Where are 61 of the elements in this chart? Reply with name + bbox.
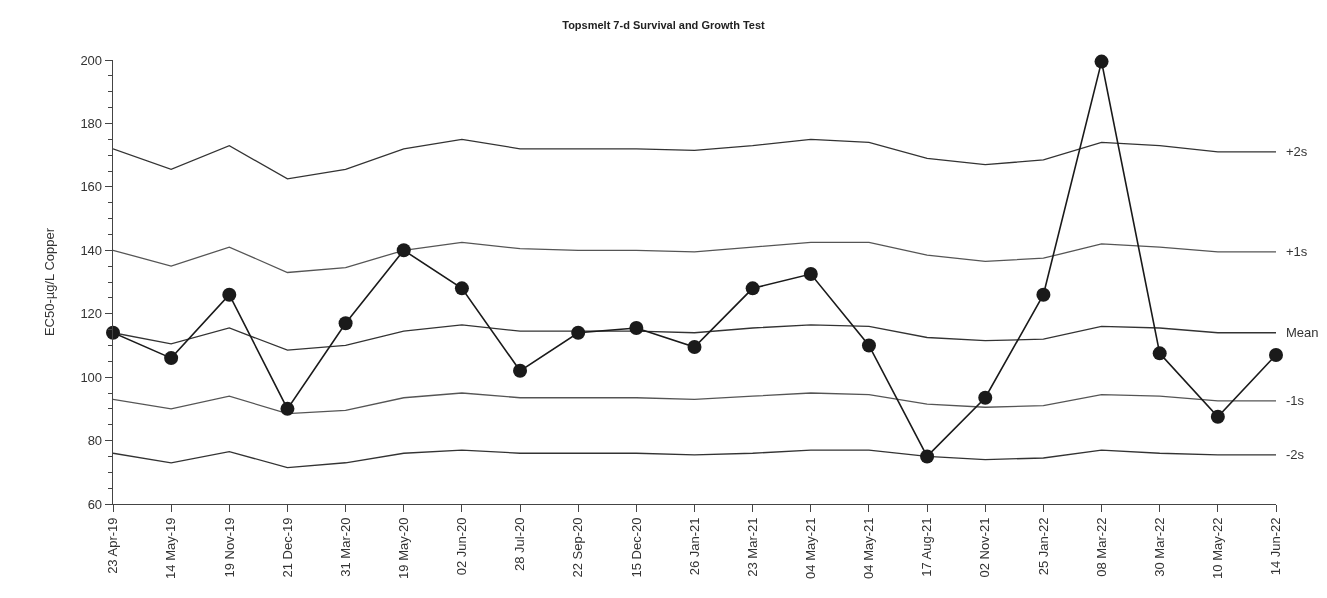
x-tick-label: 19 May-20 [395,517,411,579]
x-tick-label: 28 Jul-20 [512,517,528,571]
series-label: +1s [1286,244,1308,259]
y-tick-label: 100 [80,369,103,385]
point [1269,347,1283,362]
point [1094,54,1109,69]
point [106,325,120,340]
x-tick-label: 15 Dec-20 [628,517,644,578]
point [164,351,179,366]
series-label: +2s [1286,144,1308,159]
y-axis-title: EC50-µg/L Copper [42,227,58,337]
x-tick-label: 22 Sep-20 [570,517,586,578]
point [629,320,644,335]
point [1210,409,1225,424]
x-tick-label: 14 May-19 [163,517,179,579]
x-tick-label: 04 May-21 [861,517,877,579]
point [222,287,237,302]
x-tick-label: 21 Dec-19 [279,517,295,578]
series-label: -2s [1286,447,1305,462]
x-tick-label: 04 May-21 [803,517,819,579]
x-tick-label: 23 Apr-19 [105,517,121,574]
x-tick-label: 23 Mar-21 [744,517,760,577]
line-series [113,449,1276,469]
x-tick-label: 25 Jan-22 [1035,517,1051,576]
point [1036,287,1051,302]
x-tick-label: 02 Nov-21 [977,517,993,578]
x-tick-label: 30 Mar-22 [1151,517,1167,577]
line-series [113,241,1276,274]
point [1152,346,1167,361]
point [280,401,295,416]
point [513,363,528,378]
series-label: Mean [1286,325,1319,340]
x-tick-label: 17 Aug-21 [919,517,935,577]
y-tick-label: 140 [80,242,103,258]
chart-title: Topsmelt 7-d Survival and Growth Test [562,18,766,31]
y-tick-label: 80 [87,433,103,449]
x-tick-label: 02 Jun-20 [454,517,470,576]
x-tick-label: 19 Nov-19 [221,517,237,578]
y-tick-label: 180 [80,115,103,131]
y-tick-label: 200 [80,52,103,68]
y-tick-label: 120 [80,306,103,322]
line-series [113,392,1276,415]
point [454,281,469,296]
x-tick-label: 14 Jun-22 [1268,517,1284,576]
point [978,390,993,405]
point [687,340,702,354]
point [920,449,935,464]
x-tick-label: 08 Mar-22 [1093,517,1109,577]
point [338,316,353,331]
point [745,281,760,296]
x-tick-label: 31 Mar-20 [337,517,353,577]
x-tick-label: 10 May-22 [1210,517,1226,579]
x-tick-label: 26 Jan-21 [686,517,702,576]
y-tick-label: 160 [80,179,103,195]
point [861,338,876,353]
point [396,243,411,258]
point [571,325,586,340]
series-label: -1s [1286,393,1305,408]
point [803,267,818,282]
y-tick-label: 60 [87,496,103,512]
line-series [113,138,1276,180]
